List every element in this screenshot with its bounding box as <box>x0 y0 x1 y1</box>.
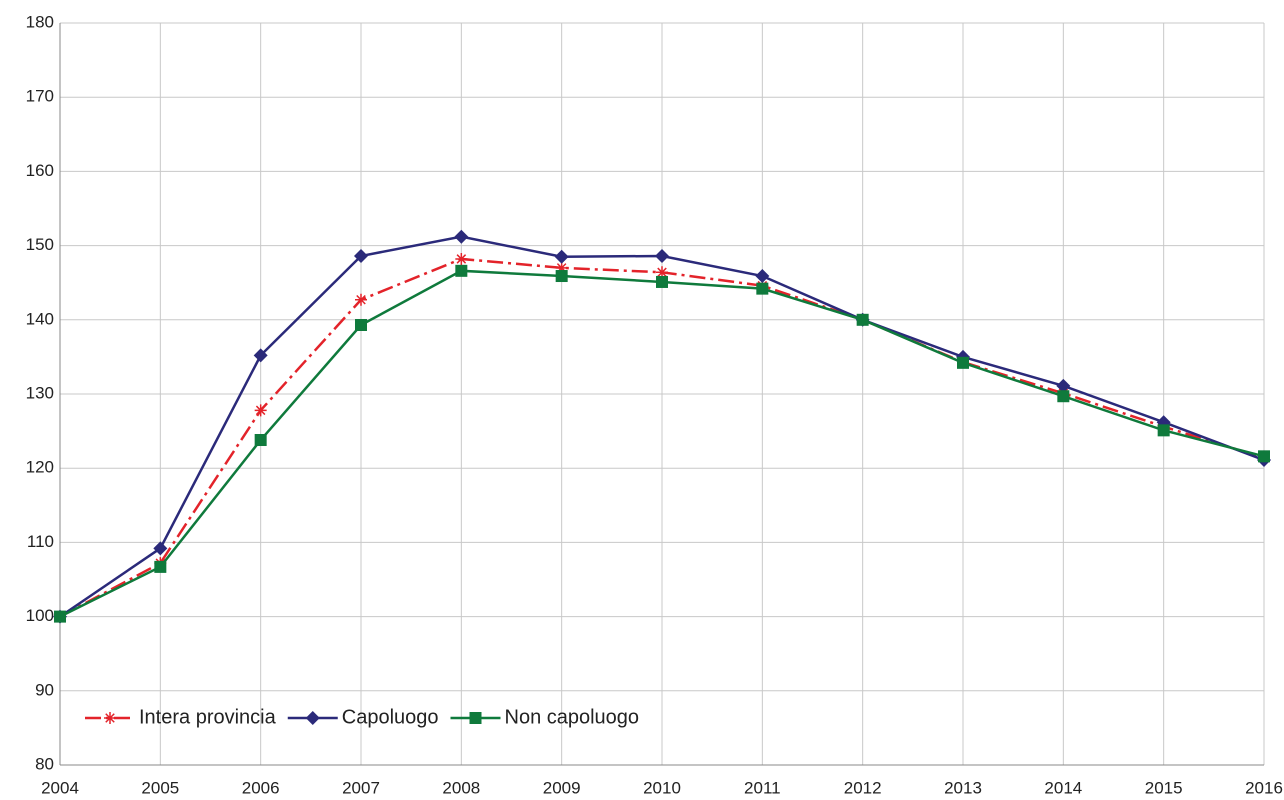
marker <box>1057 390 1070 403</box>
marker <box>957 356 969 369</box>
marker <box>755 269 770 284</box>
marker <box>856 313 869 326</box>
x-tick-label: 2004 <box>41 778 79 797</box>
x-tick-label: 2006 <box>242 778 280 797</box>
marker <box>555 270 568 283</box>
y-tick-label: 150 <box>26 235 54 254</box>
y-tick-label: 80 <box>35 754 54 773</box>
marker <box>455 252 468 265</box>
marker <box>656 275 668 288</box>
marker <box>1258 450 1270 463</box>
x-tick-label: 2005 <box>141 778 179 797</box>
marker <box>254 434 267 447</box>
x-tick-label: 2016 <box>1245 778 1283 797</box>
y-tick-label: 110 <box>27 532 54 551</box>
series <box>54 264 1270 623</box>
legend-label: Capoluogo <box>342 706 439 728</box>
y-tick-label: 130 <box>26 383 54 402</box>
y-tick-label: 90 <box>35 680 54 699</box>
y-tick-label: 160 <box>26 161 54 180</box>
x-tick-label: 2011 <box>744 778 781 797</box>
x-tick-label: 2009 <box>543 778 581 797</box>
marker <box>1157 424 1170 437</box>
marker <box>656 266 668 279</box>
x-tick-label: 2008 <box>442 778 480 797</box>
y-tick-label: 180 <box>26 12 54 31</box>
marker <box>554 249 569 264</box>
legend-label: Non capoluogo <box>505 706 640 728</box>
x-tick-label: 2010 <box>643 778 681 797</box>
y-tick-label: 120 <box>26 458 54 477</box>
marker <box>1056 378 1071 393</box>
legend-label: Intera provincia <box>139 706 277 728</box>
y-tick-label: 140 <box>26 309 54 328</box>
marker <box>756 282 769 295</box>
y-tick-label: 100 <box>26 606 54 625</box>
marker <box>355 293 367 306</box>
marker <box>354 248 368 263</box>
x-tick-label: 2012 <box>844 778 882 797</box>
marker <box>655 248 669 263</box>
marker <box>455 264 468 277</box>
legend: Intera provincia Capoluogo Non capoluogo <box>85 706 639 728</box>
marker <box>305 711 320 725</box>
marker <box>153 541 168 556</box>
marker <box>555 261 568 274</box>
marker <box>469 712 482 724</box>
marker <box>454 229 469 244</box>
marker <box>54 610 66 623</box>
marker <box>355 318 367 331</box>
y-tick-label: 170 <box>26 87 54 106</box>
marker <box>104 712 116 724</box>
x-tick-label: 2007 <box>342 778 380 797</box>
marker <box>253 348 268 363</box>
x-tick-label: 2015 <box>1145 778 1183 797</box>
marker <box>154 560 167 573</box>
x-tick-label: 2014 <box>1044 778 1082 797</box>
x-tick-label: 2013 <box>944 778 982 797</box>
marker <box>254 404 267 417</box>
